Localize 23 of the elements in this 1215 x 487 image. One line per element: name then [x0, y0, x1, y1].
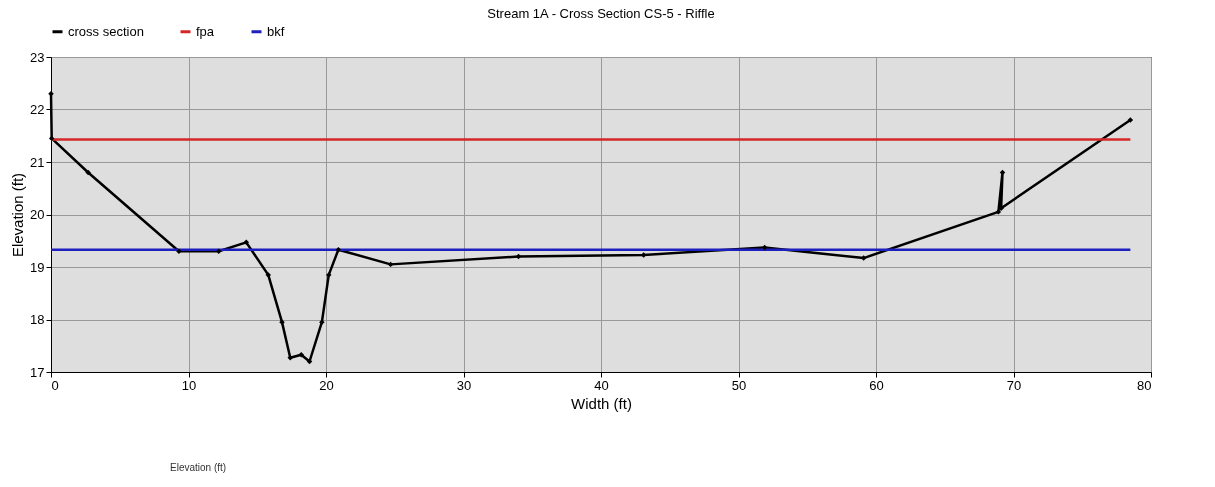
y-tick-label: 17	[30, 364, 45, 380]
x-tick-label: 80	[1137, 377, 1152, 393]
x-tick-label: 40	[594, 377, 609, 393]
y-tick-label: 18	[30, 312, 45, 327]
y-tick-label: 23	[30, 49, 45, 65]
x-tick-label: 70	[1006, 377, 1022, 393]
x-tick-label: 50	[731, 377, 747, 393]
legend-label: bkf	[267, 23, 285, 39]
y-tick-label: 20	[30, 207, 45, 222]
x-tick-label: 10	[181, 377, 197, 393]
legend-label: cross section	[68, 23, 144, 39]
y-tick-label: 19	[30, 259, 45, 275]
chart-title: Stream 1A - Cross Section CS-5 - Riffle	[487, 6, 715, 21]
x-tick-label: 60	[869, 377, 884, 393]
y-axis-title: Elevation (ft)	[9, 172, 27, 258]
text: Elevation (ft)	[170, 462, 227, 473]
x-axis-title: Width (ft)	[571, 394, 632, 412]
y-tick-label: 21	[30, 154, 45, 170]
y-tick-label: 22	[30, 102, 45, 117]
x-tick-label: 20	[319, 377, 334, 393]
x-tick-label: 0	[51, 377, 59, 393]
legend-label: fpa	[196, 23, 215, 39]
x-tick-label: 30	[456, 377, 472, 393]
